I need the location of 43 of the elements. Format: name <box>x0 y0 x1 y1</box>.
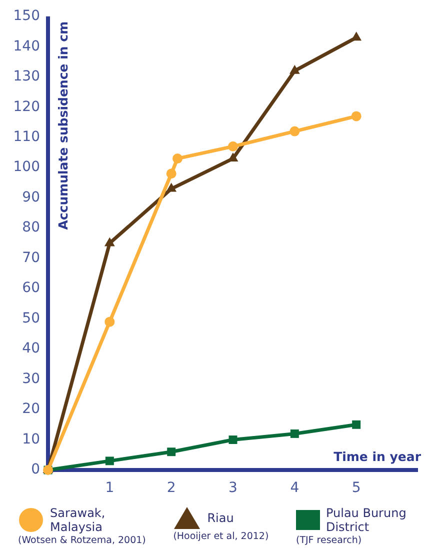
y-tick-label: 100 <box>13 159 40 176</box>
point <box>166 182 177 192</box>
y-tick-label: 50 <box>22 310 40 326</box>
legend-label: Pulau Burung District <box>326 506 408 534</box>
point <box>290 429 299 438</box>
y-tick-label: 150 <box>13 8 40 24</box>
point <box>289 64 300 74</box>
x-tick-label: 4 <box>290 480 300 496</box>
point <box>105 456 114 466</box>
point <box>228 436 238 444</box>
y-tick-label: 0 <box>31 462 40 478</box>
point <box>352 420 361 429</box>
y-tick-label: 60 <box>22 280 40 296</box>
point <box>104 316 115 327</box>
x-tick-label: 2 <box>166 480 176 496</box>
y-tick-label: 10 <box>22 431 40 448</box>
x-tick-label: 3 <box>228 480 238 496</box>
point <box>290 126 300 136</box>
y-tick-label: 80 <box>22 220 40 236</box>
x-tick-label: 1 <box>105 480 114 496</box>
point <box>166 168 176 179</box>
legend-label: Sarawak, Malaysia <box>50 506 106 534</box>
y-axis-title: Accumulate subsidence in cm <box>55 21 70 230</box>
point <box>351 111 362 122</box>
y-tick-label: 90 <box>22 189 40 206</box>
point <box>228 141 238 152</box>
y-tick-label: 140 <box>13 38 40 54</box>
y-tick-label: 40 <box>22 340 40 357</box>
x-tick-label: 5 <box>352 480 361 496</box>
text: (Hooijer et al, 2012) <box>173 531 269 542</box>
point <box>104 237 115 246</box>
legend-label: Riau <box>207 511 234 525</box>
point <box>167 448 176 456</box>
point <box>172 154 182 164</box>
text: (Wotsen & Rotzema, 2001) <box>18 535 146 546</box>
y-tick-label: 30 <box>22 370 40 387</box>
y-tick-label: 130 <box>13 68 40 85</box>
y-tick-label: 120 <box>13 98 40 115</box>
y-tick-label: 20 <box>22 401 40 418</box>
x-axis-title: Time in year <box>334 449 422 464</box>
text: (TJF research) <box>296 535 363 546</box>
y-tick-label: 70 <box>22 250 40 266</box>
y-tick-label: 110 <box>13 129 40 145</box>
